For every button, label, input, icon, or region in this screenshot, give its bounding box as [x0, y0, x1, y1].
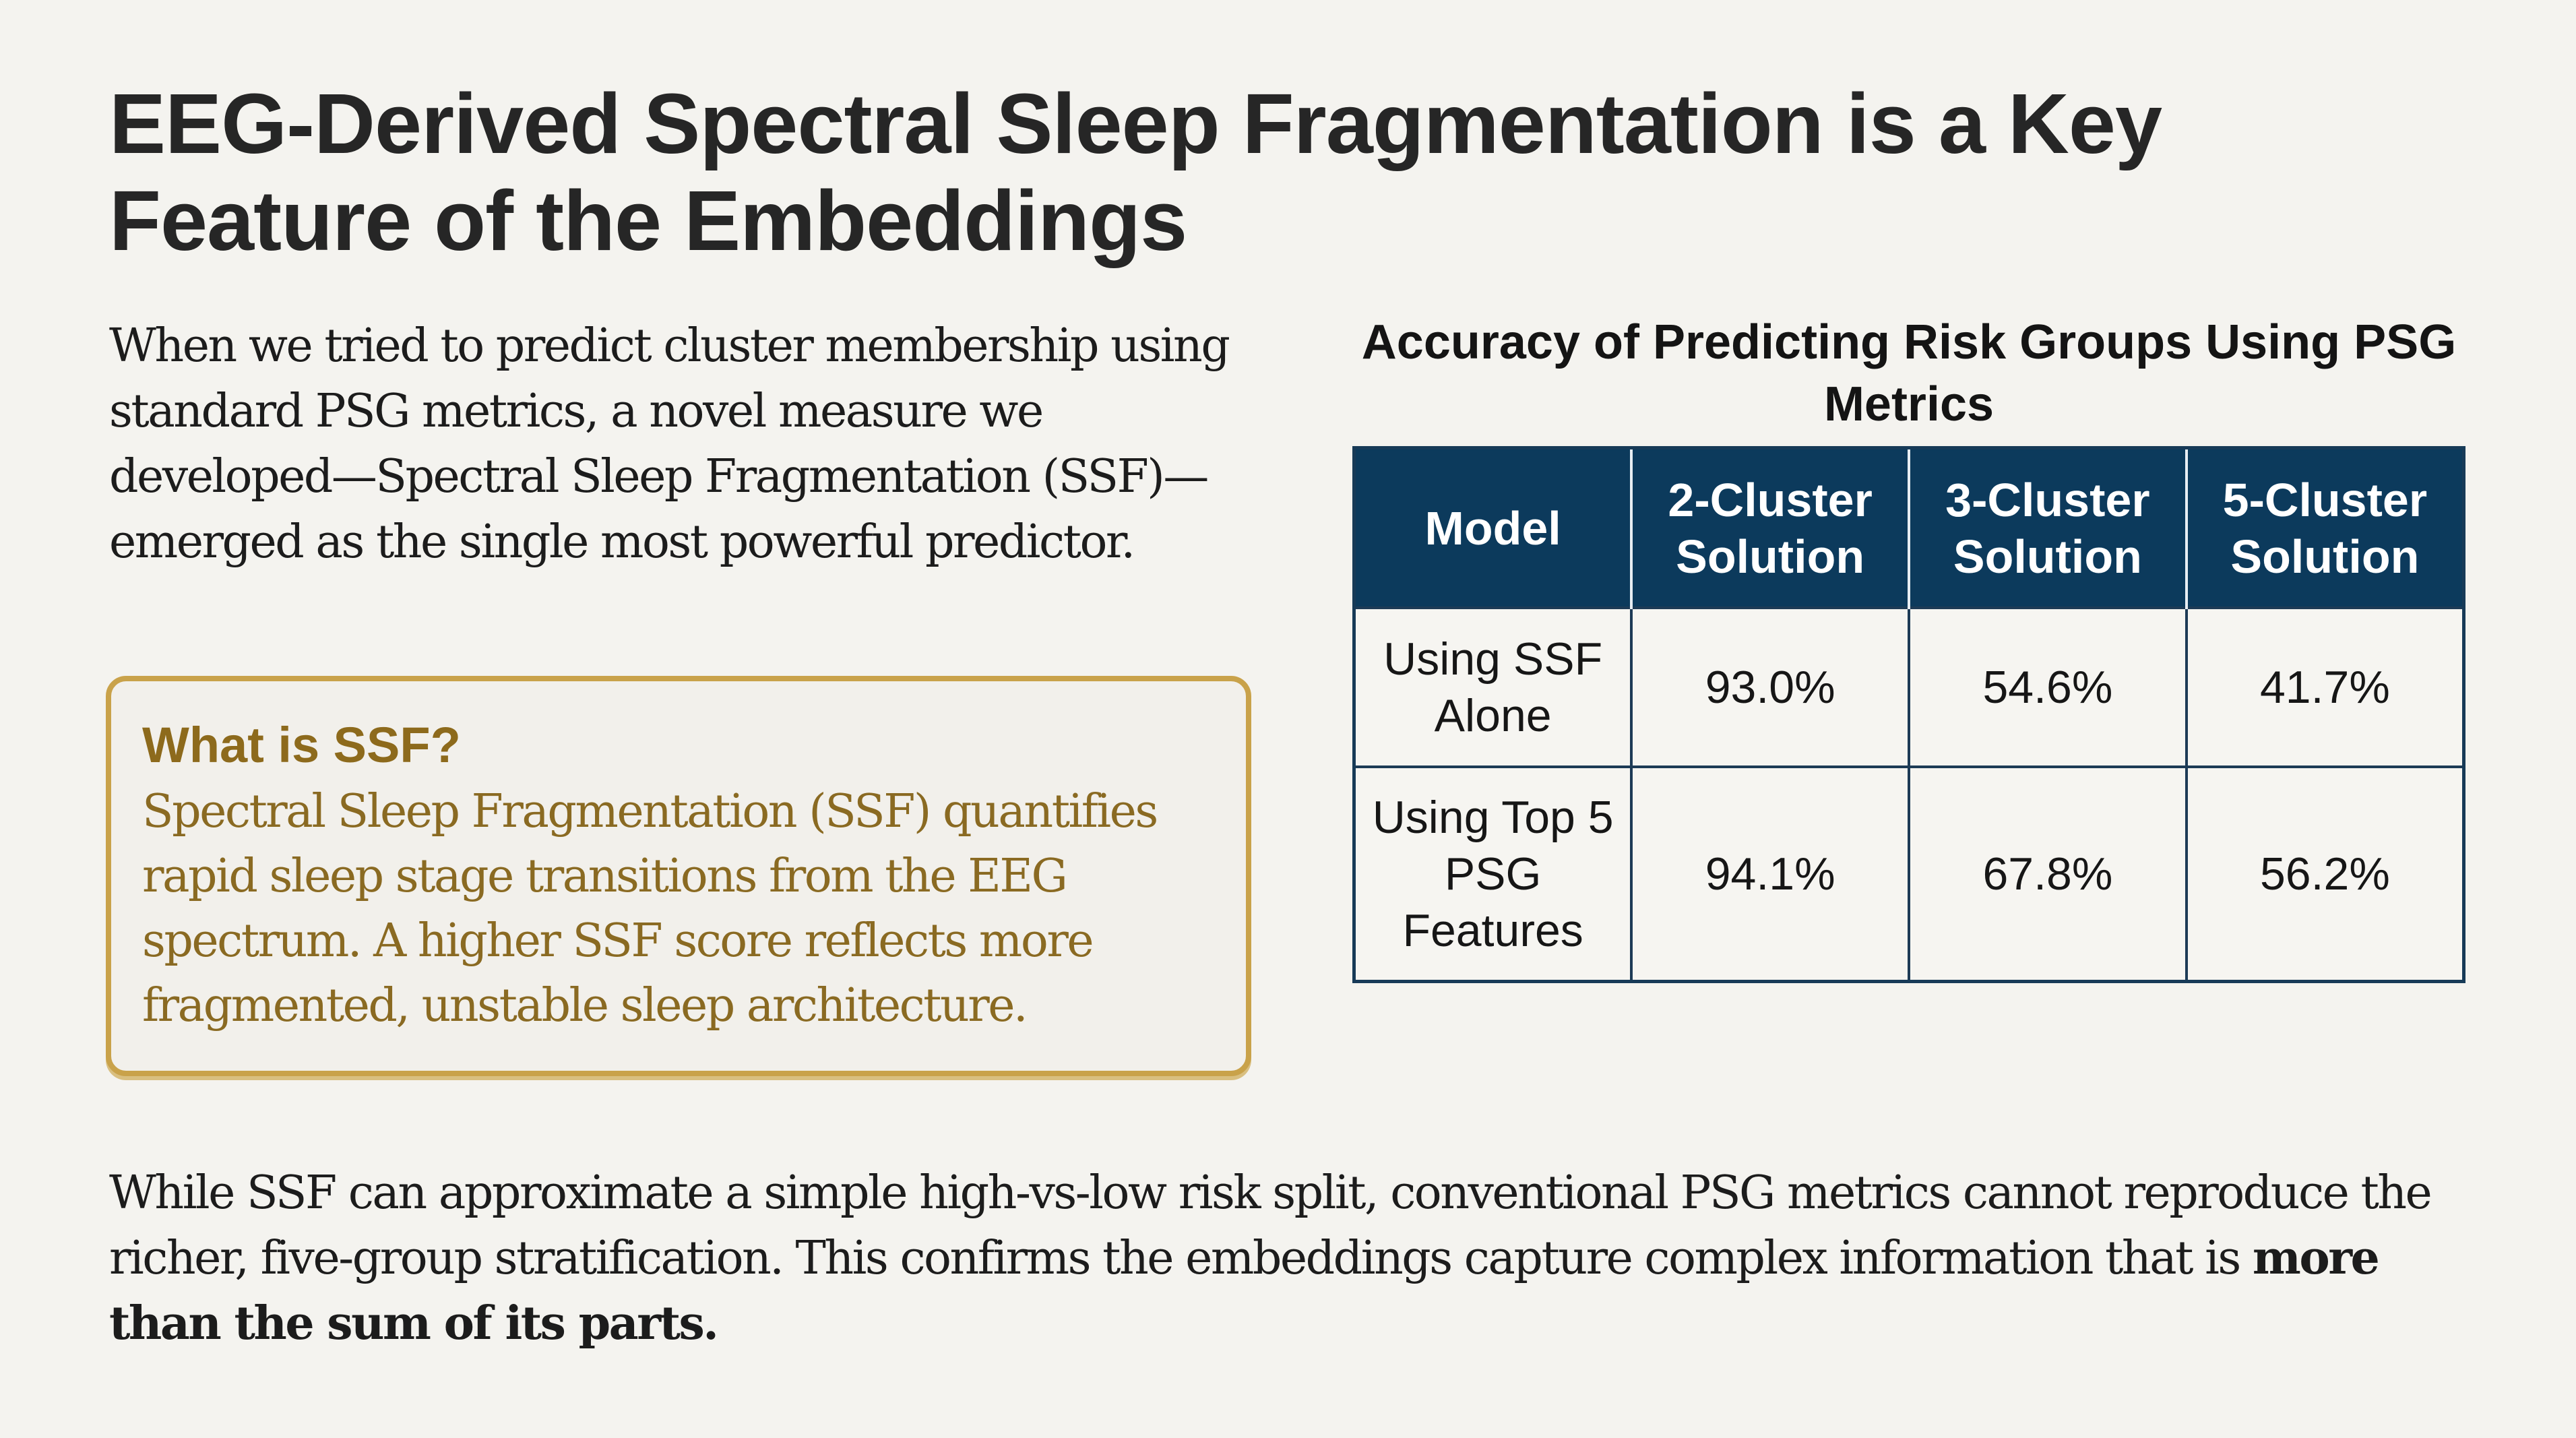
- intro-paragraph: When we tried to predict cluster members…: [109, 319, 1230, 569]
- row-model-label: Using Top 5 PSG Features: [1352, 765, 1633, 983]
- header-5-cluster: 5-Cluster Solution: [2185, 447, 2464, 608]
- conclusion-paragraph: While SSF can approximate a simple high-…: [109, 1160, 2468, 1356]
- table-row: Using SSF Alone 93.0% 54.6% 41.7%: [1352, 606, 2465, 768]
- slide-title: EEG-Derived Spectral Sleep Fragmentation…: [109, 76, 2162, 268]
- cell-value: 41.7%: [2185, 606, 2465, 768]
- cell-value: 56.2%: [2185, 765, 2465, 983]
- cell-value: 93.0%: [1630, 606, 1910, 768]
- accuracy-table: Model 2-Cluster Solution 3-Cluster Solut…: [1352, 446, 2465, 983]
- callout-title: What is SSF?: [142, 717, 461, 773]
- conclusion-text: While SSF can approximate a simple high-…: [109, 1166, 2432, 1285]
- table-caption: Accuracy of Predicting Risk Groups Using…: [1361, 315, 2457, 431]
- conclusion-emphasis: more than the sum of its parts.: [109, 1231, 2380, 1350]
- table-header-row: Model 2-Cluster Solution 3-Cluster Solut…: [1354, 447, 2464, 608]
- row-model-label: Using SSF Alone: [1352, 606, 1633, 768]
- cell-value: 54.6%: [1908, 606, 2188, 768]
- table-row: Using Top 5 PSG Features 94.1% 67.8% 56.…: [1352, 765, 2465, 983]
- header-model: Model: [1354, 447, 1632, 608]
- callout-body: Spectral Sleep Fragmentation (SSF) quant…: [142, 785, 1158, 1032]
- header-3-cluster: 3-Cluster Solution: [1908, 447, 2187, 608]
- cell-value: 94.1%: [1630, 765, 1910, 983]
- header-2-cluster: 2-Cluster Solution: [1630, 447, 1909, 608]
- ssf-definition-callout: What is SSF? Spectral Sleep Fragmentatio…: [106, 676, 1251, 1076]
- cell-value: 67.8%: [1908, 765, 2188, 983]
